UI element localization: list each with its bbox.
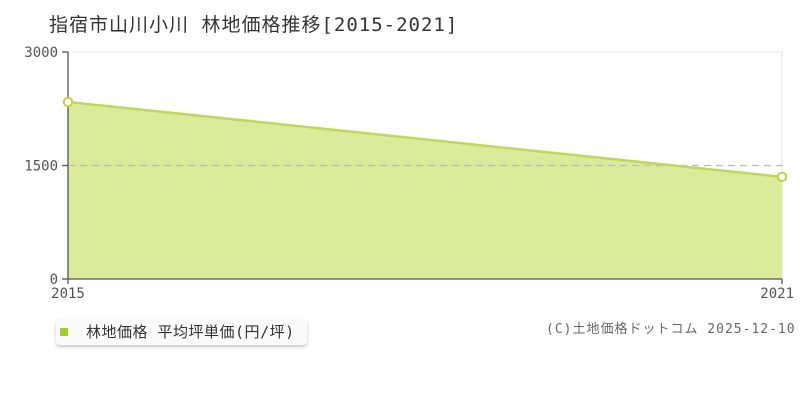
price-trend-plot: 0 1500 3000 2015 2021 (24, 45, 794, 302)
x-tick-label: 2015 (51, 286, 85, 302)
legend: 林地価格 平均坪単価(円/坪) (56, 318, 307, 345)
y-tick-label: 0 (50, 272, 58, 288)
copyright-text: (C)土地価格ドットコム 2025-12-10 (546, 322, 796, 337)
x-tick-label: 2021 (760, 286, 794, 302)
data-point-marker[interactable] (776, 171, 788, 183)
price-line (67, 100, 783, 179)
chart-title: 指宿市山川小川 林地価格推移[2015-2021] (49, 14, 459, 36)
legend-label: 林地価格 平均坪単価(円/坪) (86, 323, 295, 341)
y-tick-label: 3000 (24, 45, 58, 61)
y-tick-label: 1500 (24, 159, 58, 175)
price-area-fill (68, 101, 782, 279)
data-point-marker[interactable] (62, 96, 74, 108)
legend-marker-icon (60, 327, 68, 336)
